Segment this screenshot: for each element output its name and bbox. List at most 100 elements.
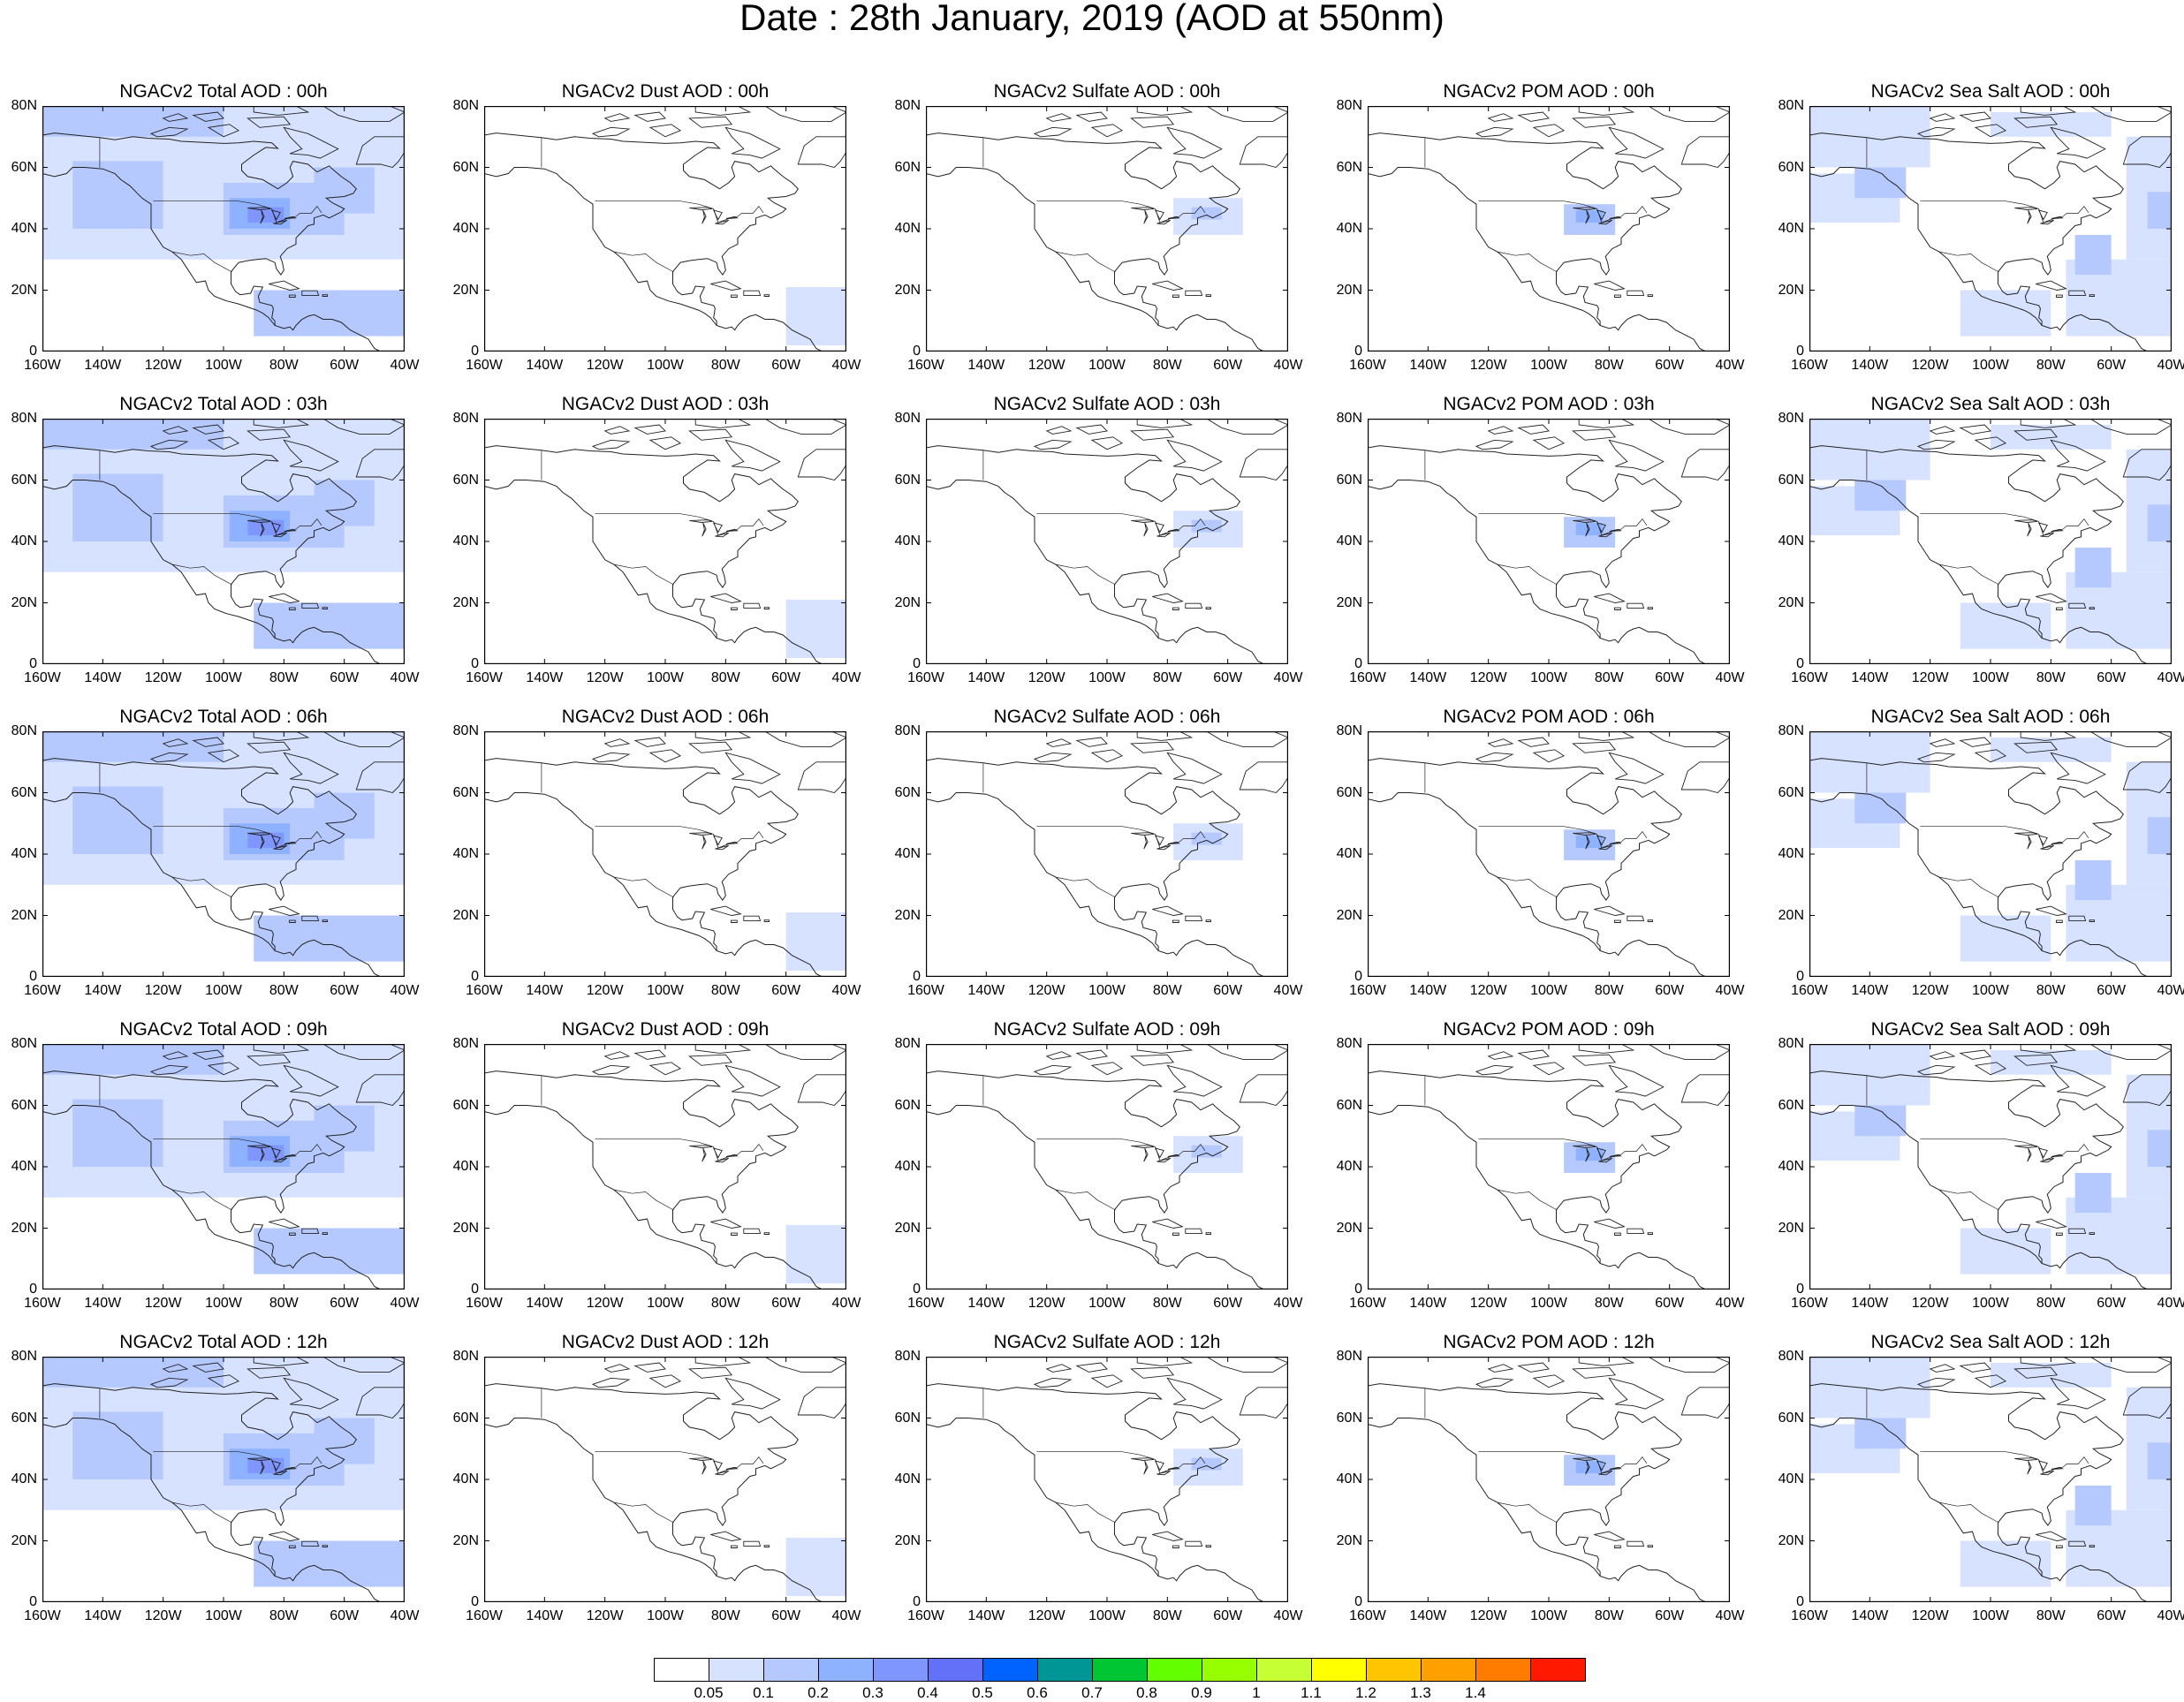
aod-shading [2147,1130,2172,1167]
map-panel: NGACv2 POM AOD : 03h 80N 60N 40N 20N 0 160W 140… [1325,383,1772,700]
lon-tick-label: 100W [647,983,684,998]
arctic-island [1075,737,1108,747]
caribbean-island [1614,1545,1621,1548]
lon-tick-label: 100W [205,358,242,373]
great-lake [1598,1157,1613,1163]
arctic-island [149,1377,189,1388]
lat-tick-label: 20N [1336,282,1362,298]
lat-tick-label: 80N [11,1349,37,1364]
arctic-island [1680,1074,1730,1106]
lat-tick-label: 60N [894,784,921,800]
lon-tick-label: 80W [269,358,299,373]
great-lake [1585,835,1590,850]
arctic-island [2013,116,2059,128]
arctic-island [207,1374,240,1388]
caribbean-island [2089,294,2095,297]
arctic-island [1647,731,1730,747]
lat-tick-label: 60N [11,1410,37,1426]
map-panel: NGACv2 Sea Salt AOD : 12h 80N 60N 40N 20N 0 16… [1767,1321,2184,1638]
lon-tick-label: 60W [330,1608,360,1623]
great-lake [1167,1466,1180,1470]
lon-tick-label: 100W [1530,670,1567,685]
aod-map [42,106,405,352]
arctic-island [797,449,846,480]
lon-tick-label: 40W [831,670,861,685]
arctic-island [1166,752,1223,784]
lon-tick-label: 100W [1972,983,2009,998]
arctic-island [591,439,631,450]
arctic-island [1608,439,1665,472]
arctic-island [1532,436,1566,450]
arctic-island [688,1054,733,1066]
caribbean-island [289,607,296,610]
arctic-island [763,419,846,435]
caribbean-island [269,280,300,291]
lon-tick-label: 100W [205,670,242,685]
arctic-island [763,1357,846,1373]
great-lake [725,1466,739,1470]
lon-tick-label: 60W [771,1608,801,1623]
country-border [1036,1138,1206,1161]
lat-tick-label: 80N [1336,1036,1362,1051]
great-lake [273,219,288,225]
lat-tick-label: 40N [11,1471,37,1486]
great-lake [689,519,713,523]
country-border [1938,251,1999,273]
lat-tick-label: 60N [1778,1097,1804,1113]
aod-map [42,1357,405,1602]
country-border [595,513,764,536]
great-lake [2040,219,2055,225]
arctic-island [1647,1357,1730,1373]
country-border [1920,200,2089,223]
lon-tick-label: 160W [1791,358,1828,373]
aod-map [1809,731,2172,977]
great-lake [284,841,297,844]
arctic-island [688,116,733,128]
country-border [171,876,232,898]
caribbean-island [322,294,328,297]
great-lake [1585,1460,1590,1475]
lon-tick-label: 100W [1088,670,1126,685]
panel-title: NGACv2 Total AOD : 06h [119,707,328,727]
arctic-island [1578,419,1635,428]
arctic-island [253,1357,310,1366]
lat-tick-label: 80N [1778,98,1804,113]
country-border [1920,513,2089,536]
lat-tick-label: 0 [471,1594,479,1609]
arctic-island [1239,1387,1288,1418]
great-lake [273,1157,288,1163]
arctic-island [253,419,310,428]
lat-tick-label: 60N [1336,472,1362,488]
lon-tick-label: 60W [2097,1608,2127,1623]
lon-tick-label: 80W [269,983,299,998]
panel-title: NGACv2 POM AOD : 06h [1443,707,1655,727]
lat-tick-label: 60N [11,1097,37,1113]
arctic-island [1572,741,1617,753]
lon-tick-label: 120W [586,1296,624,1311]
caribbean-island [2089,607,2095,609]
lon-tick-label: 120W [1028,1608,1065,1623]
caribbean-island [1594,1531,1626,1541]
arctic-island [648,749,682,763]
lat-tick-label: 0 [471,1282,479,1297]
caribbean-island [322,919,328,922]
colorbar-swatch [873,1658,929,1682]
great-lake [260,1460,265,1475]
arctic-island [1572,428,1617,441]
arctic-island [591,752,631,763]
great-lake [1609,1154,1622,1157]
coastline [484,758,799,951]
great-lake [2014,832,2038,836]
lat-tick-label: 40N [1336,533,1362,548]
arctic-island [1205,106,1288,122]
great-lake [715,844,730,851]
arctic-island [724,1064,781,1097]
lon-tick-label: 140W [1409,358,1447,373]
lon-tick-label: 100W [647,358,684,373]
great-lake [1585,1147,1590,1162]
lat-tick-label: 20N [11,1532,37,1548]
lon-tick-label: 80W [1152,670,1182,685]
panel-title: NGACv2 Total AOD : 00h [119,81,328,102]
country-border [595,1138,764,1161]
coastline [42,1418,381,1602]
